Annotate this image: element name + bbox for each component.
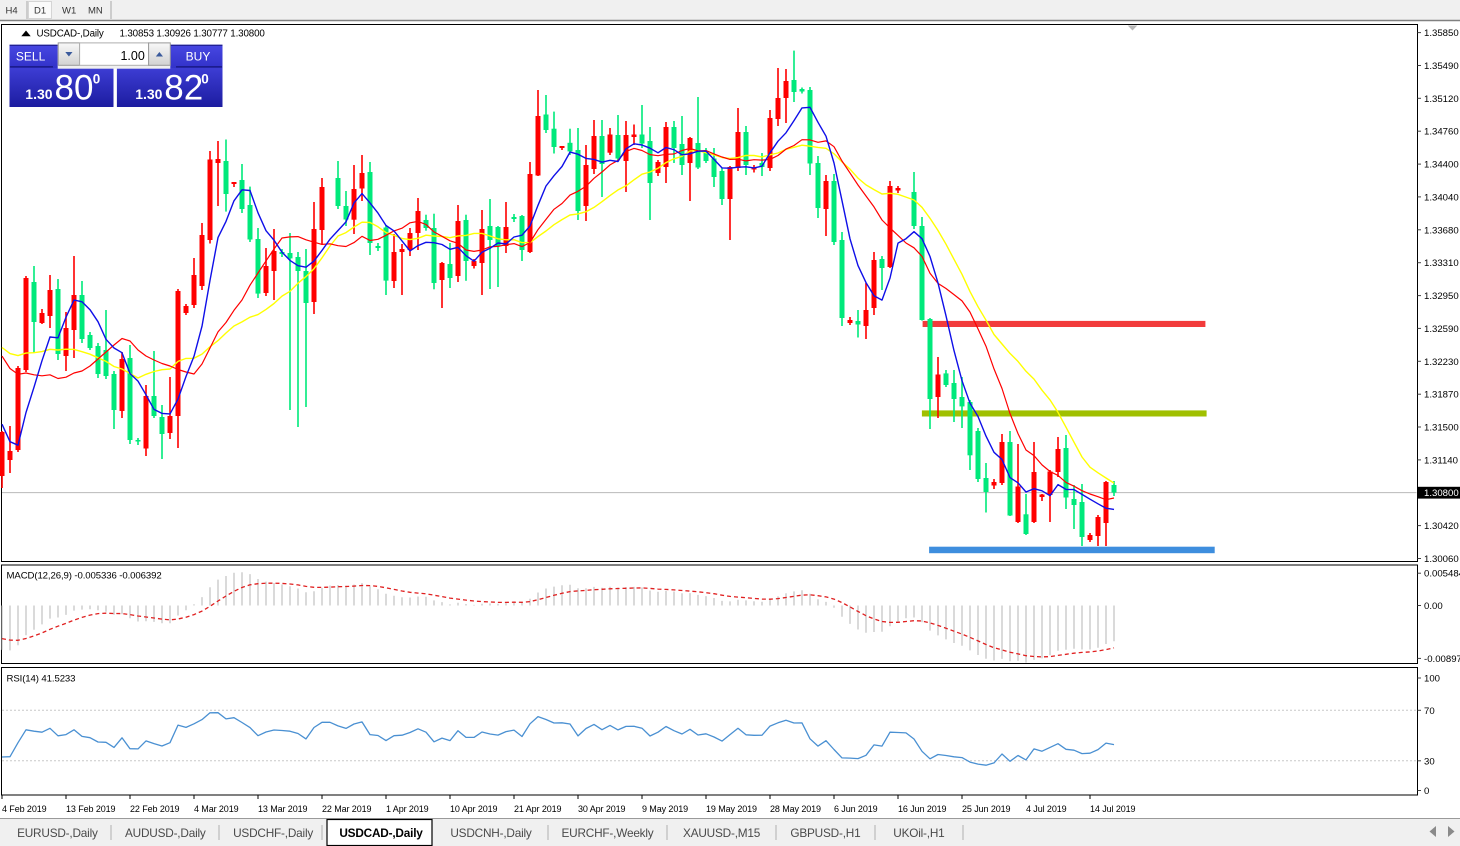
svg-text:1.32950: 1.32950 bbox=[1424, 291, 1459, 302]
svg-text:21 Apr 2019: 21 Apr 2019 bbox=[514, 804, 562, 814]
svg-text:0: 0 bbox=[201, 71, 209, 86]
svg-text:4 Jul 2019: 4 Jul 2019 bbox=[1026, 804, 1067, 814]
svg-text:0: 0 bbox=[93, 71, 101, 86]
svg-text:30: 30 bbox=[1424, 756, 1435, 767]
svg-text:1.31870: 1.31870 bbox=[1424, 390, 1459, 401]
svg-text:1.31140: 1.31140 bbox=[1424, 455, 1458, 466]
svg-text:MACD(12,26,9) -0.005336 -0.006: MACD(12,26,9) -0.005336 -0.006392 bbox=[7, 571, 162, 582]
svg-text:XAUUSD-,M15: XAUUSD-,M15 bbox=[683, 826, 761, 840]
svg-text:1.34040: 1.34040 bbox=[1424, 192, 1459, 203]
svg-text:BUY: BUY bbox=[186, 50, 211, 64]
svg-text:6 Jun 2019: 6 Jun 2019 bbox=[834, 804, 878, 814]
svg-text:9 May 2019: 9 May 2019 bbox=[642, 804, 688, 814]
svg-text:USDCAD-,Daily: USDCAD-,Daily bbox=[339, 826, 423, 840]
svg-text:1.32230: 1.32230 bbox=[1424, 357, 1459, 368]
svg-text:30 Apr 2019: 30 Apr 2019 bbox=[578, 804, 626, 814]
svg-text:EURCHF-,Weekly: EURCHF-,Weekly bbox=[561, 826, 653, 840]
svg-text:1.30420: 1.30420 bbox=[1424, 521, 1459, 532]
svg-text:0.005484: 0.005484 bbox=[1424, 569, 1460, 580]
svg-text:80: 80 bbox=[55, 69, 94, 108]
svg-text:100: 100 bbox=[1424, 674, 1440, 685]
svg-text:1.35490: 1.35490 bbox=[1424, 61, 1459, 72]
svg-text:4 Feb 2019: 4 Feb 2019 bbox=[2, 804, 47, 814]
svg-text:W1: W1 bbox=[62, 6, 76, 17]
svg-text:28 May 2019: 28 May 2019 bbox=[770, 804, 821, 814]
svg-text:1.35850: 1.35850 bbox=[1424, 28, 1459, 39]
svg-text:1 Apr 2019: 1 Apr 2019 bbox=[386, 804, 429, 814]
svg-text:EURUSD-,Daily: EURUSD-,Daily bbox=[17, 826, 98, 840]
svg-text:SELL: SELL bbox=[16, 50, 46, 64]
svg-text:D1: D1 bbox=[34, 6, 46, 17]
svg-text:0: 0 bbox=[1424, 786, 1429, 797]
svg-text:UKOil-,H1: UKOil-,H1 bbox=[893, 826, 944, 840]
svg-text:1.00: 1.00 bbox=[120, 49, 144, 63]
svg-text:19 May 2019: 19 May 2019 bbox=[706, 804, 757, 814]
svg-text:-0.008973: -0.008973 bbox=[1424, 654, 1460, 665]
svg-text:1.30853 1.30926 1.30777 1.3080: 1.30853 1.30926 1.30777 1.30800 bbox=[120, 28, 266, 39]
svg-text:25 Jun 2019: 25 Jun 2019 bbox=[962, 804, 1011, 814]
svg-text:82: 82 bbox=[164, 69, 203, 108]
svg-text:1.34400: 1.34400 bbox=[1424, 160, 1459, 171]
svg-text:USDCAD-,Daily: USDCAD-,Daily bbox=[37, 28, 104, 39]
svg-text:1.30: 1.30 bbox=[25, 86, 52, 102]
svg-text:MN: MN bbox=[88, 6, 103, 17]
svg-text:14 Jul 2019: 14 Jul 2019 bbox=[1090, 804, 1136, 814]
svg-text:13 Feb 2019: 13 Feb 2019 bbox=[66, 804, 116, 814]
svg-text:H4: H4 bbox=[6, 6, 18, 17]
svg-text:USDCHF-,Daily: USDCHF-,Daily bbox=[233, 826, 313, 840]
svg-text:1.30060: 1.30060 bbox=[1424, 554, 1459, 565]
svg-text:1.33310: 1.33310 bbox=[1424, 258, 1459, 269]
svg-text:1.30800: 1.30800 bbox=[1424, 488, 1459, 499]
svg-text:USDCNH-,Daily: USDCNH-,Daily bbox=[450, 826, 532, 840]
svg-text:1.31500: 1.31500 bbox=[1424, 423, 1459, 434]
svg-text:1.33680: 1.33680 bbox=[1424, 225, 1459, 236]
svg-text:16 Jun 2019: 16 Jun 2019 bbox=[898, 804, 947, 814]
svg-text:22 Feb 2019: 22 Feb 2019 bbox=[130, 804, 180, 814]
svg-text:13 Mar 2019: 13 Mar 2019 bbox=[258, 804, 308, 814]
svg-text:RSI(14) 41.5233: RSI(14) 41.5233 bbox=[7, 674, 76, 685]
svg-text:1.30: 1.30 bbox=[135, 86, 162, 102]
svg-text:70: 70 bbox=[1424, 706, 1435, 717]
svg-text:GBPUSD-,H1: GBPUSD-,H1 bbox=[790, 826, 860, 840]
svg-text:0.00: 0.00 bbox=[1424, 601, 1443, 612]
svg-text:22 Mar 2019: 22 Mar 2019 bbox=[322, 804, 372, 814]
svg-text:10 Apr 2019: 10 Apr 2019 bbox=[450, 804, 498, 814]
svg-text:1.35120: 1.35120 bbox=[1424, 94, 1459, 105]
svg-text:AUDUSD-,Daily: AUDUSD-,Daily bbox=[125, 826, 206, 840]
svg-text:1.32590: 1.32590 bbox=[1424, 324, 1459, 335]
svg-text:1.34760: 1.34760 bbox=[1424, 127, 1459, 138]
svg-text:4 Mar 2019: 4 Mar 2019 bbox=[194, 804, 239, 814]
